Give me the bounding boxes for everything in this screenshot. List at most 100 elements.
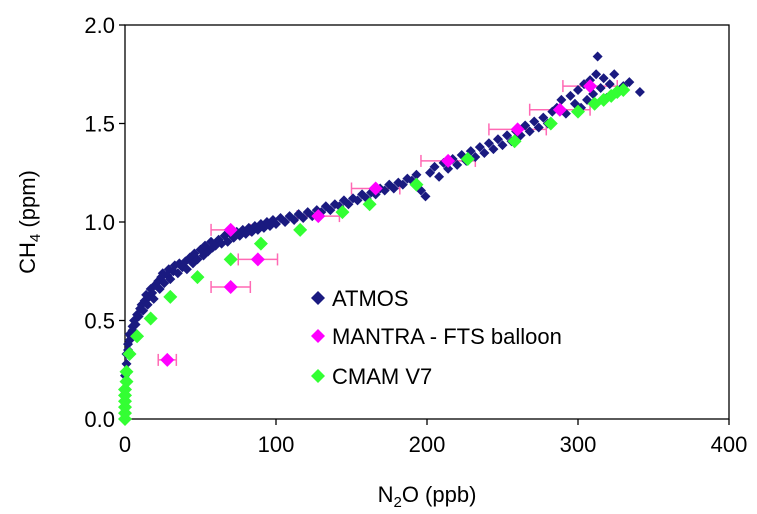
cmam-point [190,270,205,285]
mantra-point [583,79,598,94]
atmos-point [352,195,363,206]
atmos-point [429,161,440,172]
atmos-point [483,138,494,149]
y-axis-ticks: 0.0 0.5 1.0 1.5 2.0 [84,13,125,432]
legend-marker-cmam [311,369,325,383]
atmos-point [289,215,300,226]
cmam-point [293,222,308,237]
series-cmam [118,83,631,426]
mantra-point [441,153,456,168]
cmam-point [335,205,350,220]
legend-label-mantra: MANTRA - FTS balloon [332,324,562,349]
atmos-point [172,268,183,279]
atmos-point [325,205,336,216]
atmos-point [492,134,503,145]
x-tick-label: 400 [711,432,748,457]
atmos-point [425,167,436,178]
series-mantra [160,79,598,367]
atmos-point [624,77,635,88]
y-tick-label: 0.5 [84,309,115,334]
atmos-point [434,171,445,182]
atmos-point [388,183,399,194]
atmos-point [634,86,645,97]
y-tick-label: 1.0 [84,210,115,235]
x-tick-label: 200 [409,432,446,457]
cmam-point [119,374,134,389]
mantra-point [311,209,326,224]
atmos-point [598,73,609,84]
atmos-point [488,144,499,155]
y-tick-label: 2.0 [84,13,115,38]
cmam-point [119,364,134,379]
atmos-point [565,90,576,101]
y-tick-label: 0.0 [84,407,115,432]
legend-label-cmam: CMAM V7 [332,364,432,389]
cmam-point [362,197,377,212]
atmos-point [443,163,454,174]
atmos-point [497,140,508,151]
cmam-point [507,134,522,149]
atmos-point [502,130,513,141]
cmam-point [130,329,145,344]
mantra-point [552,102,567,117]
atmos-point [379,185,390,196]
atmos-point [343,199,354,210]
atmos-point [280,217,291,227]
atmos-point [538,112,549,123]
atmos-point [397,179,408,190]
cmam-point [460,151,475,166]
legend-marker-atmos [311,291,325,305]
series-atmos [120,51,645,381]
atmos-point [420,191,431,202]
atmos-point [474,142,485,153]
plot-area [124,24,730,420]
atmos-point [592,51,603,62]
mantra-point [223,222,238,237]
x-axis-label: N2O (ppb) [378,482,477,511]
atmos-point [130,319,141,330]
atmos-point [479,148,490,159]
atmos-point [165,274,176,285]
y-axis-label: CH4 (ppm) [15,170,44,274]
atmos-point [556,94,567,105]
cmam-point [223,252,238,267]
x-tick-label: 300 [560,432,597,457]
cmam-point [253,236,268,251]
legend-label-atmos: ATMOS [332,286,409,311]
atmos-point [298,213,309,224]
atmos-point [524,126,535,137]
mantra-point [223,280,238,295]
atmos-point [573,85,583,96]
atmos-point [138,305,149,316]
legend-item-cmam: CMAM V7 [311,364,432,389]
legend-marker-mantra [311,329,325,343]
legend-item-mantra: MANTRA - FTS balloon [311,324,562,349]
atmos-point [148,293,159,304]
atmos-point [533,122,544,133]
atmos-point [529,116,540,127]
cmam-point [143,311,158,326]
legend: ATMOS MANTRA - FTS balloon CMAM V7 [311,286,562,389]
x-axis-ticks: 0 100 200 300 400 [119,419,747,457]
atmos-point [133,311,144,322]
mantra-point [160,352,175,367]
atmos-point [121,358,132,369]
mantra-point [510,122,525,137]
x-tick-label: 0 [119,432,131,457]
cmam-point [543,116,558,131]
cmam-point [571,104,585,119]
x-tick-label: 100 [258,432,295,457]
atmos-point [181,264,192,275]
atmos-point [591,69,602,80]
atmos-point [452,159,463,170]
atmos-point [595,83,606,94]
y-tick-label: 1.5 [84,112,115,137]
atmos-point [609,69,620,80]
atmos-point [271,218,281,229]
legend-item-atmos: ATMOS [311,286,409,311]
cmam-point [122,346,137,361]
atmos-point [142,299,153,310]
atmos-point [411,169,422,180]
atmos-point [604,79,615,90]
